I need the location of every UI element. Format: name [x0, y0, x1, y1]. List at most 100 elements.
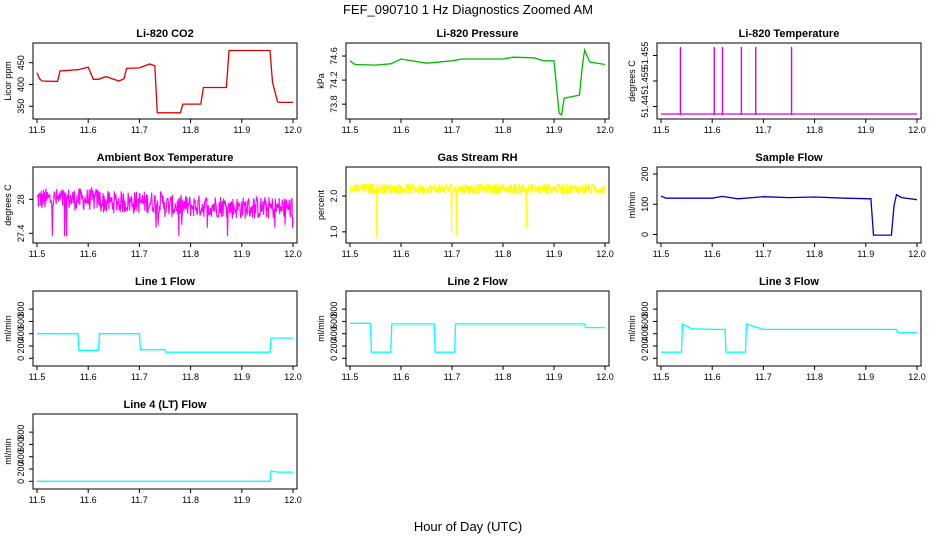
plot-frame: [345, 42, 610, 120]
x-tick-label: 11.9: [546, 249, 563, 259]
chart-panel-4: Ambient Box Temperature 11.5 11.6 11.7 11.8 1…: [3, 152, 302, 259]
x-tick-label: 11.5: [29, 249, 46, 259]
y-tick-label: 27.4: [16, 225, 26, 243]
x-tick-label: 11.6: [80, 125, 97, 135]
chart-panel-8: Line 2 Flow 11.5 11.6 11.7 11.8 11.9 12.0 0 2004…: [316, 276, 614, 382]
x-tick-label: 11.6: [393, 249, 410, 259]
y-tick-label: 450: [16, 55, 26, 70]
x-tick-label: 11.9: [233, 249, 250, 259]
x-tick-label: 12.0: [596, 249, 614, 259]
x-tick-label: 12.0: [284, 495, 302, 505]
series-line-1: [660, 193, 918, 236]
y-tick-label: 73.8: [329, 95, 339, 113]
y-tick-label: 200: [16, 339, 26, 354]
y-tick-label: 350: [16, 99, 26, 114]
y-tick-label: 51.455: [640, 42, 650, 70]
x-tick-label: 12.0: [596, 372, 614, 382]
plot-frame: [656, 166, 922, 244]
panel-data: [36, 186, 294, 237]
y-axis-label: kPa: [316, 73, 326, 89]
panel-data: [660, 193, 918, 236]
panel-data: [36, 49, 293, 114]
y-tick-label: 600: [16, 314, 26, 329]
panel-data: [661, 322, 917, 353]
x-tick-label: 11.7: [444, 125, 461, 135]
y-tick-label: 400: [16, 449, 26, 464]
panel-data: [349, 182, 606, 238]
x-tick-label: 11.6: [80, 495, 97, 505]
y-tick-label: 28: [16, 194, 26, 204]
noise-series: [36, 186, 294, 237]
panels: Li-820 CO2 11.5 11.6 11.7 11.8 11.9 12.0 350 400…: [3, 28, 926, 505]
x-tick-label: 11.8: [182, 125, 199, 135]
panel-data: [349, 47, 606, 117]
y-tick-label: 200: [16, 462, 26, 477]
x-tick-label: 12.0: [908, 125, 926, 135]
y-tick-label: 400: [329, 326, 339, 341]
y-axis-label: ml/min: [316, 315, 326, 342]
panel-title: Li-820 Pressure: [437, 28, 519, 40]
x-tick-label: 11.6: [80, 372, 97, 382]
y-tick-label: 74.6: [329, 47, 339, 65]
panel-title: Line 1 Flow: [135, 276, 195, 288]
x-tick-label: 11.7: [444, 372, 461, 382]
panel-data: [350, 322, 605, 353]
panel-data: [661, 47, 917, 115]
x-tick-label: 11.7: [755, 372, 772, 382]
plot-frame: [345, 290, 610, 367]
plot-frame: [656, 42, 922, 120]
panel-title: Gas Stream RH: [437, 152, 517, 164]
y-tick-label: 100: [640, 197, 650, 212]
chart-panel-1: Li-820 CO2 11.5 11.6 11.7 11.8 11.9 12.0 350 400…: [3, 28, 302, 135]
panel-title: Line 2 Flow: [448, 276, 508, 288]
y-axis-label: Licor ppm: [3, 61, 13, 101]
x-tick-label: 11.7: [131, 372, 148, 382]
chart-panel-9: Line 3 Flow 11.5 11.6 11.7 11.8 11.9 12.0 0 2004…: [627, 276, 926, 382]
x-tick-label: 11.7: [755, 249, 772, 259]
x-tick-label: 11.9: [857, 372, 874, 382]
panel-title: Li-820 Temperature: [739, 28, 840, 40]
y-tick-label: 0: [329, 356, 339, 361]
y-axis-label: degrees C: [627, 60, 637, 102]
panel-title: Line 3 Flow: [759, 276, 819, 288]
x-tick-label: 12.0: [908, 372, 926, 382]
x-tick-label: 11.5: [342, 372, 359, 382]
plot-frame: [32, 413, 298, 490]
x-tick-label: 11.5: [29, 495, 46, 505]
panel-title: Li-820 CO2: [136, 28, 193, 40]
y-axis-label: ml/min: [3, 438, 13, 465]
series-line-1: [37, 470, 293, 482]
y-tick-label: 0: [640, 356, 650, 361]
y-tick-label: 200: [640, 167, 650, 182]
x-tick-label: 11.7: [755, 125, 772, 135]
x-tick-label: 11.8: [495, 125, 512, 135]
y-tick-label: 600: [329, 314, 339, 329]
series-line-1: [661, 322, 917, 353]
x-tick-label: 11.9: [546, 125, 563, 135]
chart-panel-7: Line 1 Flow 11.5 11.6 11.7 11.8 11.9 12.0 0 2004…: [3, 276, 302, 382]
x-tick-label: 12.0: [596, 125, 614, 135]
figure-title: FEF_090710 1 Hz Diagnostics Zoomed AM: [343, 2, 593, 17]
chart-panel-3: Li-820 Temperature 11.5 11.6 11.7 11.8 11.9 12…: [627, 28, 926, 135]
x-tick-label: 11.5: [342, 125, 359, 135]
y-tick-label: 400: [640, 326, 650, 341]
x-tick-label: 11.8: [806, 372, 823, 382]
y-tick-label: 0: [16, 479, 26, 484]
panel-data: [37, 470, 293, 482]
y-tick-label: 51.44: [640, 95, 650, 118]
x-tick-label: 11.7: [131, 125, 148, 135]
x-tick-label: 12.0: [284, 249, 302, 259]
y-tick-label: 800: [16, 425, 26, 440]
y-tick-label: 200: [640, 339, 650, 354]
chart-panel-10: Line 4 (LT) Flow 11.5 11.6 11.7 11.8 11.9 12.0…: [3, 399, 302, 505]
x-tick-label: 11.7: [131, 495, 148, 505]
x-tick-label: 11.8: [495, 372, 512, 382]
x-tick-label: 11.6: [393, 372, 410, 382]
chart-panel-2: Li-820 Pressure 11.5 11.6 11.7 11.8 11.9 12.0 7…: [316, 28, 614, 135]
y-tick-label: 800: [640, 302, 650, 317]
x-tick-label: 11.5: [653, 372, 670, 382]
y-tick-label: 800: [16, 302, 26, 317]
series-line-1: [36, 49, 293, 114]
x-tick-label: 11.8: [182, 249, 199, 259]
